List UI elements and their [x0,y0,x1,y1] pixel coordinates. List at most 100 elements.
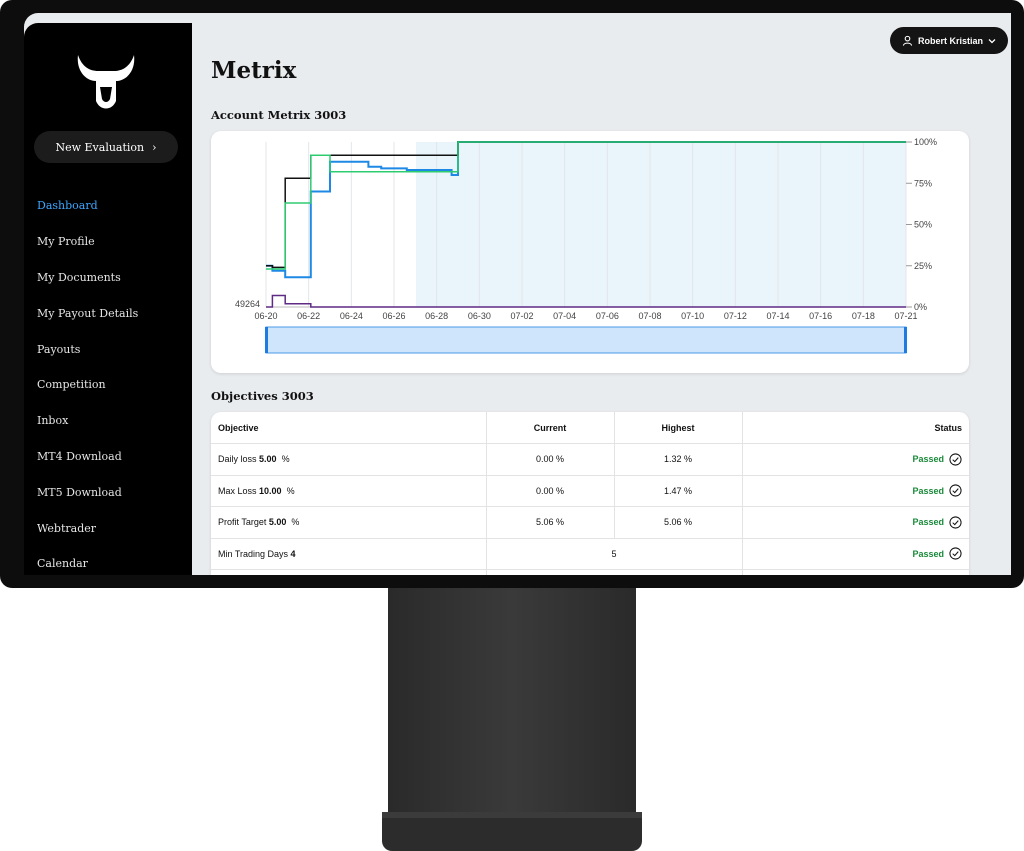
status-label: Passed [912,454,944,465]
x-tick-label: 07-06 [596,311,619,321]
check-circle-icon [949,484,962,497]
status-badge: Passed [912,516,962,529]
sidebar-item-dashboard[interactable]: Dashboard [37,199,98,213]
status-badge: Passed [912,453,962,466]
x-tick-label: 07-12 [724,311,747,321]
account-chart-card: 06-20 06-22 06-24 06-26 06-28 06-30 07-02 07-04… [211,131,969,373]
monitor-stand-base [382,818,642,851]
user-icon [902,35,913,46]
x-tick-label: 07-16 [809,311,832,321]
sidebar-item-inbox[interactable]: Inbox [37,414,69,428]
y-tick-label: 0% [914,302,927,312]
sidebar-nav: Dashboard My Profile My Documents My Pay… [37,188,187,575]
x-tick-label: 07-04 [553,311,576,321]
objective-target: 10.00 [259,485,282,496]
range-handle-right [904,327,907,353]
header-current: Current [486,412,615,444]
y-tick-label: 50% [914,220,932,230]
monitor-stand-base-top [382,812,642,822]
header-objective: Objective [211,412,487,444]
objective-name: Daily loss [218,454,257,465]
check-circle-icon [949,453,962,466]
objective-name: Max Loss [218,485,257,496]
account-metrix-chart: 06-20 06-22 06-24 06-26 06-28 06-30 07-02 07-04… [235,137,937,354]
header-highest: Highest [614,412,743,444]
user-menu-button[interactable]: Robert Kristian [890,27,1008,54]
sidebar-item-my-payout-details[interactable]: My Payout Details [37,306,139,320]
objective-unit: % [281,454,290,465]
objectives-table: Objective Current Highest Status Daily l… [211,412,969,575]
x-tick-label: 06-20 [254,311,277,321]
range-handle-left [265,327,268,353]
page-title: Metrix [211,57,297,84]
screen: New Evaluation › Dashboard My Profile My… [24,13,1011,575]
x-tick-label: 07-08 [638,311,661,321]
chart-area-shade [416,142,906,307]
sidebar-item-my-profile[interactable]: My Profile [37,235,95,249]
y-left-label: 49264 [235,299,260,309]
x-tick-label: 06-24 [340,311,363,321]
table-row: Max Loss 10.00 % 0.00 % 1.47 % Passed [211,475,969,507]
status-badge: Passed [912,484,962,497]
sidebar: New Evaluation › Dashboard My Profile My… [24,23,192,575]
x-tick-label: 07-10 [681,311,704,321]
current-value: 0.00 % [486,443,615,476]
highest-value: 5.06 % [614,506,743,539]
series-line [266,141,906,279]
x-tick-label: 07-14 [766,311,789,321]
sidebar-item-payouts[interactable]: Payouts [37,342,81,356]
y-tick-label: 25% [914,261,932,271]
sidebar-item-my-documents[interactable]: My Documents [37,270,121,284]
sidebar-item-webtrader[interactable]: Webtrader [37,521,97,535]
highest-value: 1.47 % [614,475,743,507]
table-row: Daily loss 5.00 % 0.00 % 1.32 % Passed [211,443,969,476]
series-line [266,294,906,308]
check-circle-icon [949,547,962,560]
series-line [266,141,906,270]
x-tick-label: 07-02 [510,311,533,321]
table-row [211,569,969,575]
status-badge: Passed [912,547,962,560]
objective-target: 5.00 [268,517,287,528]
status-label: Passed [912,548,944,559]
sidebar-item-competition[interactable]: Competition [37,378,106,392]
chevron-right-icon: › [152,140,157,154]
sidebar-item-mt4-download[interactable]: MT4 Download [37,449,122,463]
objective-target: 4 [290,548,296,559]
table-header-row: Objective Current Highest Status [211,412,969,444]
y-tick-label: 100% [914,137,937,147]
check-circle-icon [949,516,962,529]
sidebar-item-calendar[interactable]: Calendar [37,557,88,571]
x-tick-label: 06-30 [468,311,491,321]
objective-name: Min Trading Days [218,548,289,559]
user-name: Robert Kristian [917,35,983,46]
bull-logo-icon [77,55,135,109]
y-tick-label: 75% [914,178,932,188]
objectives-section-title: Objectives 3003 [211,389,314,403]
x-tick-label: 07-21 [894,311,917,321]
account-section-title: Account Metrix 3003 [211,108,347,122]
header-status: Status [742,412,969,444]
range-slider [265,326,907,354]
objective-unit: % [286,485,295,496]
objective-target: 5.00 [259,454,277,465]
new-evaluation-button[interactable]: New Evaluation › [34,131,178,163]
objective-unit: % [291,517,300,528]
highest-value: 1.32 % [614,443,743,476]
status-label: Passed [912,485,944,496]
table-row: Profit Target 5.00 % 5.06 % 5.06 % Passe… [211,506,969,539]
objective-name: Profit Target [218,517,267,528]
status-label: Passed [912,517,944,528]
current-value: 5 [486,538,743,570]
table-row: Min Trading Days 4 5 Passed [211,538,969,570]
x-tick-label: 06-22 [297,311,320,321]
chevron-down-icon [988,38,996,43]
monitor-frame: New Evaluation › Dashboard My Profile My… [0,0,1024,588]
x-tick-label: 06-26 [382,311,405,321]
objectives-table-card: Objective Current Highest Status Daily l… [211,412,969,575]
sidebar-item-mt5-download[interactable]: MT5 Download [37,485,122,499]
monitor-stand-neck [388,588,636,828]
x-tick-label: 07-18 [852,311,875,321]
current-value: 5.06 % [486,506,615,539]
current-value: 0.00 % [486,475,615,507]
